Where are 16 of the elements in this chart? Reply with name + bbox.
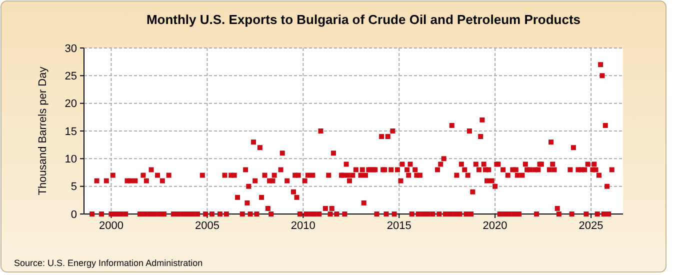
chart-title: Monthly U.S. Exports to Bulgaria of Crude Oil and Petroleum Products: [146, 12, 581, 27]
y-axis-title: Thousand Barrels per Day: [37, 66, 49, 196]
y-tick-label: 10: [64, 154, 77, 166]
x-tick-label: 2000: [98, 220, 124, 232]
y-tick-label: 30: [64, 42, 77, 55]
x-tick-label: 2010: [290, 220, 316, 232]
y-tick-label: 5: [70, 181, 77, 194]
x-tick-label: 2025: [578, 220, 604, 232]
source-note: Source: U.S. Energy Information Administration: [14, 258, 203, 268]
x-tick-label: 2005: [194, 220, 220, 232]
x-tick-label: 2020: [482, 220, 508, 232]
x-tick-label: 2015: [386, 220, 412, 232]
y-tick-label: 20: [64, 98, 77, 110]
y-tick-label: 0: [70, 208, 77, 221]
y-tick-label: 25: [64, 70, 77, 83]
y-tick-label: 15: [64, 126, 77, 138]
